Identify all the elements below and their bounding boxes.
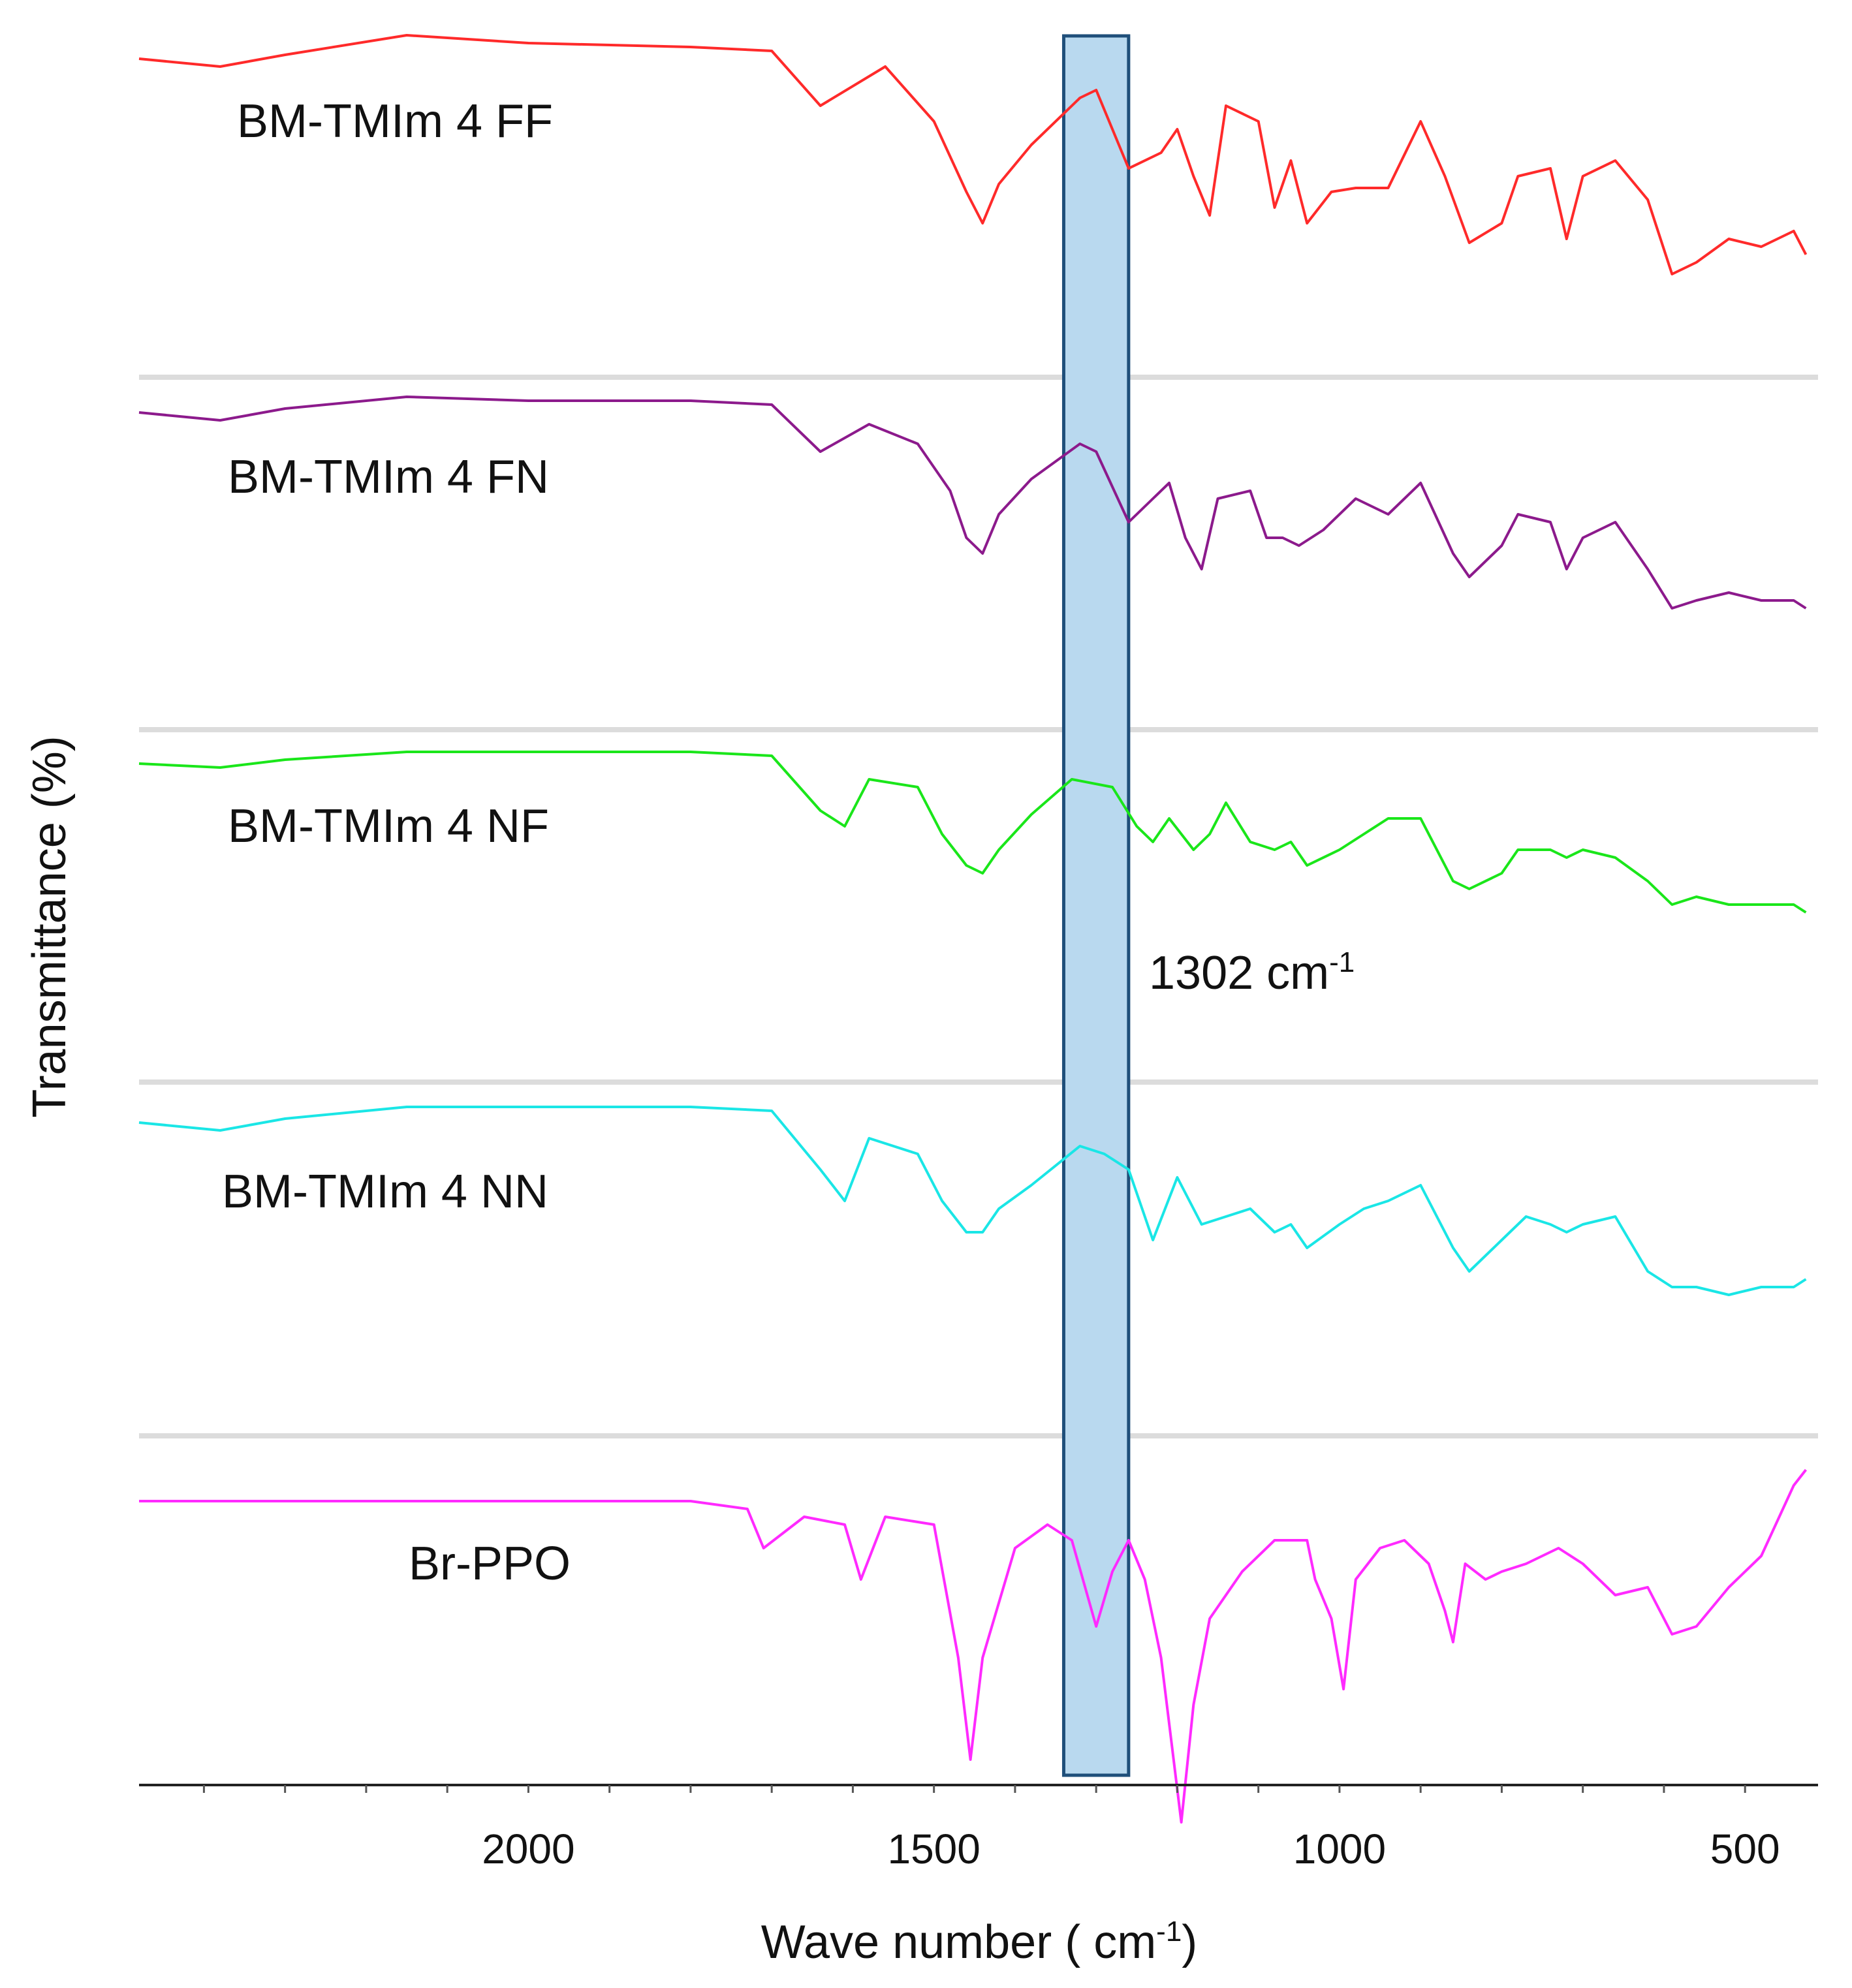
- series-line-3: [138, 751, 1807, 914]
- x-axis-title-text: Wave number ( cm: [761, 1916, 1156, 1968]
- x-axis-ticks: 2000 1500 1000 500: [202, 1785, 1780, 1872]
- series-label-5: Br-PPO: [409, 1538, 571, 1590]
- highlight-band: [1061, 34, 1131, 1777]
- band-annotation-sup: -1: [1329, 946, 1355, 978]
- x-axis-title: Wave number ( cm-1): [761, 1916, 1198, 1968]
- x-axis-title-sup: -1: [1156, 1916, 1182, 1948]
- series-label-4: BM-TMIm 4 NN: [222, 1166, 548, 1218]
- series-layer: [138, 34, 1808, 1824]
- series-line-4: [138, 1106, 1807, 1296]
- series-label-3: BM-TMIm 4 NF: [228, 800, 549, 852]
- series-labels: BM-TMIm 4 FF BM-TMIm 4 FN BM-TMIm 4 NF BM-T…: [222, 95, 571, 1590]
- series-line-2: [138, 396, 1807, 610]
- band-annotation-text: 1302 cm: [1149, 947, 1329, 999]
- x-tick-label: 1000: [1293, 1825, 1386, 1872]
- panel-separators: [139, 375, 1818, 1438]
- series-line-1: [138, 34, 1808, 275]
- x-axis-title-close: ): [1182, 1916, 1197, 1968]
- y-axis-title: Transmittance (%): [24, 736, 76, 1117]
- band-annotation: 1302 cm-1: [1149, 946, 1355, 999]
- x-tick-label: 2000: [482, 1825, 574, 1872]
- series-line-5: [139, 1468, 1807, 1824]
- series-label-1: BM-TMIm 4 FF: [237, 95, 553, 148]
- x-tick-label: 1500: [887, 1825, 980, 1872]
- series-label-2: BM-TMIm 4 FN: [228, 451, 549, 503]
- x-tick-label: 500: [1710, 1825, 1780, 1872]
